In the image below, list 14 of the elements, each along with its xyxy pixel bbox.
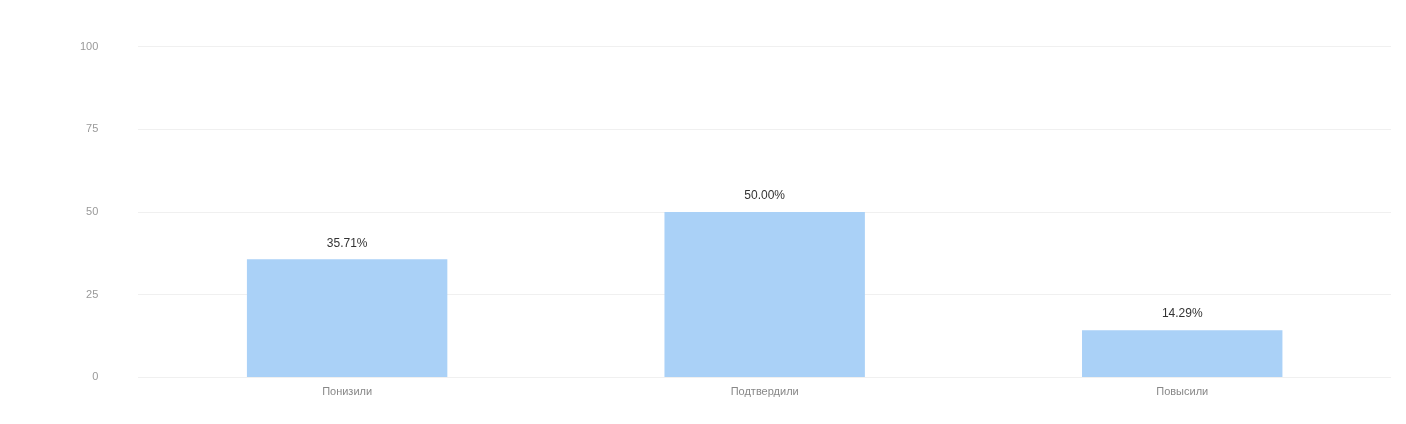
- data-label: 50.00%: [744, 188, 786, 203]
- data-label: 14.29%: [1161, 306, 1203, 321]
- y-tick-label: 25: [86, 287, 99, 300]
- bar: [664, 212, 865, 377]
- x-tick-label: Повысили: [1156, 385, 1209, 398]
- x-tick-label: Подтвердили: [730, 385, 799, 398]
- bar: [246, 259, 448, 377]
- data-label: 35.71%: [326, 235, 368, 250]
- bar: [1082, 330, 1283, 377]
- y-tick-label: 100: [79, 39, 99, 52]
- y-tick-label: 75: [86, 122, 99, 135]
- y-tick-label: 50: [86, 205, 99, 218]
- y-tick-label: 0: [92, 370, 99, 383]
- x-tick-label: Понизили: [322, 385, 373, 398]
